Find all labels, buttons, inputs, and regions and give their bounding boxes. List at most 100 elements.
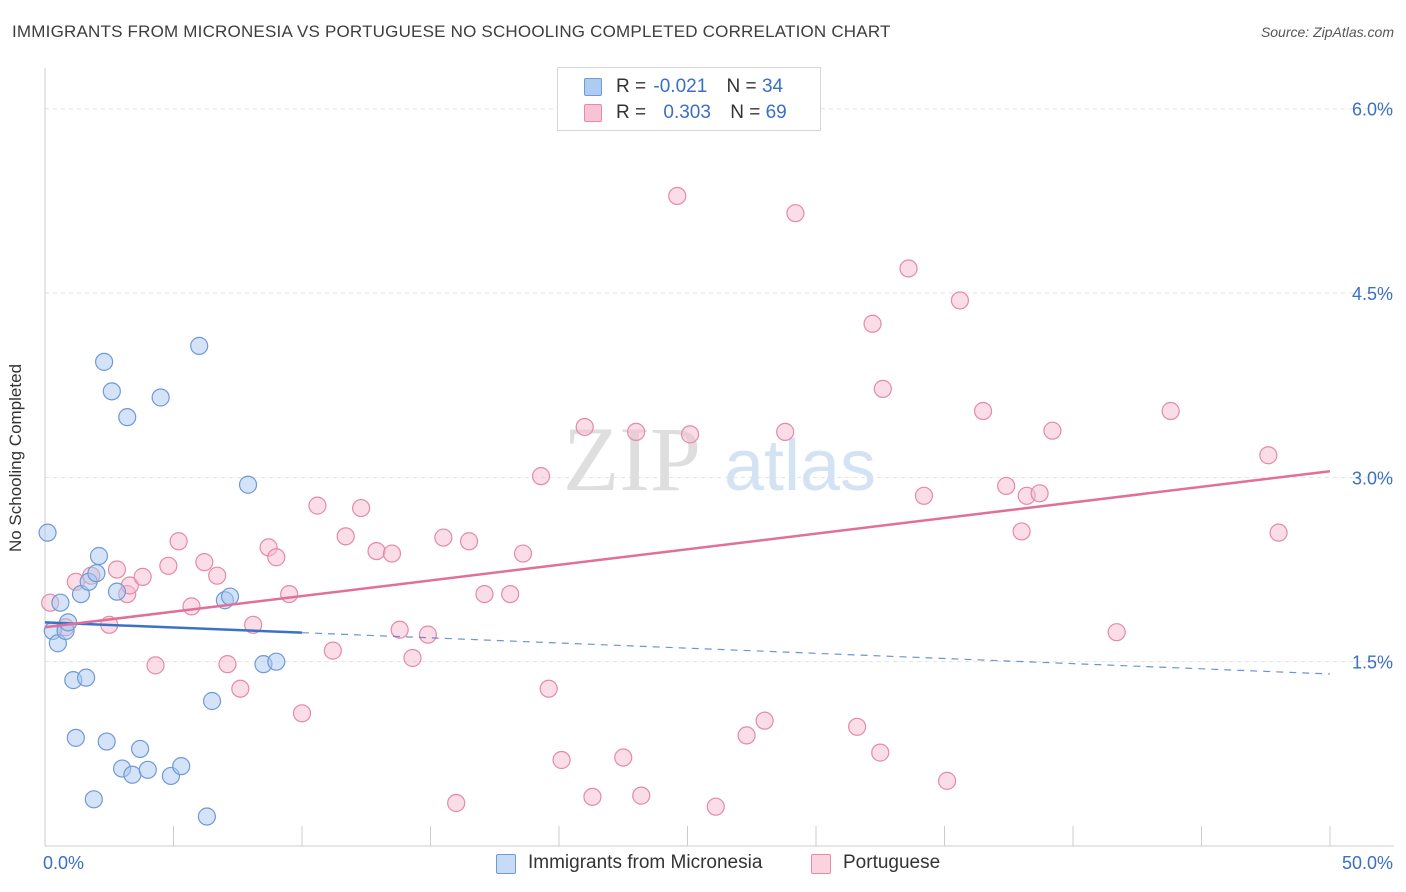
- micronesia-point: [197, 807, 217, 826]
- micronesia-point: [118, 408, 137, 427]
- portuguese-point: [107, 560, 127, 579]
- points-layer: [38, 186, 1288, 826]
- portuguese-point: [182, 597, 201, 616]
- portuguese-point: [1043, 421, 1062, 440]
- portuguese-point: [786, 204, 805, 223]
- chart-source: Source: ZipAtlas.com: [1260, 24, 1394, 40]
- portuguese-point: [501, 584, 520, 604]
- micronesia-point: [89, 546, 109, 566]
- portuguese-point: [668, 186, 687, 206]
- portuguese-point: [308, 496, 327, 515]
- micronesia-point: [238, 475, 258, 494]
- micronesia-point: [87, 564, 106, 583]
- legend-swatch-portuguese: [584, 104, 602, 122]
- micronesia-point: [138, 760, 157, 779]
- portuguese-point: [873, 379, 892, 398]
- micronesia-point: [77, 668, 96, 687]
- portuguese-point: [552, 750, 571, 770]
- bottom-legend-swatch-micronesia: [496, 854, 516, 874]
- portuguese-point: [169, 532, 188, 551]
- y-tick-label: 6.0%: [1352, 100, 1393, 120]
- micronesia-point: [267, 652, 286, 671]
- legend-n-label: N =: [730, 102, 761, 123]
- portuguese-point: [531, 467, 551, 486]
- micronesia-point: [97, 732, 116, 751]
- portuguese-point: [755, 711, 774, 730]
- micronesia-point: [38, 523, 57, 542]
- micronesia-point: [107, 582, 127, 601]
- legend-r-value: -0.021: [653, 76, 708, 97]
- micronesia-point: [51, 593, 70, 612]
- y-axis-title-text: No Schooling Completed: [6, 363, 25, 553]
- micronesia-point: [66, 728, 85, 747]
- portuguese-point: [973, 401, 993, 421]
- chart-title: IMMIGRANTS FROM MICRONESIA VS PORTUGUESE…: [12, 22, 891, 41]
- portuguese-point: [434, 528, 453, 547]
- portuguese-point: [1030, 484, 1049, 503]
- portuguese-point: [680, 425, 700, 444]
- portuguese-point: [447, 793, 466, 813]
- portuguese-point: [459, 532, 479, 551]
- y-tick-label: 3.0%: [1352, 468, 1393, 488]
- axis-layer: [44, 68, 1394, 847]
- portuguese-point: [133, 567, 152, 586]
- portuguese-point: [231, 679, 250, 698]
- portuguese-point: [1012, 522, 1031, 541]
- portuguese-point: [914, 486, 934, 505]
- legend-n-value: 34: [761, 76, 784, 97]
- micronesia-point: [123, 765, 142, 784]
- portuguese-point: [352, 498, 371, 518]
- micronesia-point: [84, 790, 103, 809]
- bottom-legend-swatch-portuguese: [811, 854, 831, 874]
- watermark-atlas: atlas: [724, 426, 876, 506]
- portuguese-point: [737, 726, 756, 745]
- portuguese-point: [159, 556, 178, 575]
- portuguese-point: [626, 422, 646, 441]
- micronesia-point: [220, 587, 240, 606]
- portuguese-point: [146, 656, 165, 675]
- portuguese-point: [583, 787, 602, 806]
- trend-layer: [44, 469, 1331, 675]
- x-tick-label: 0.0%: [43, 853, 84, 873]
- grid-layer: [45, 108, 1394, 663]
- portuguese-point: [208, 566, 227, 585]
- legend-r-value: 0.303: [663, 102, 711, 123]
- legend-r-label: R =: [616, 102, 647, 123]
- portuguese-point: [280, 584, 299, 604]
- micronesia-point: [130, 739, 150, 759]
- portuguese-point: [539, 679, 558, 698]
- micronesia-point: [202, 691, 222, 711]
- portuguese-point: [848, 717, 867, 736]
- micronesia-point: [95, 352, 114, 371]
- portuguese-point: [937, 771, 957, 790]
- legend-n-value: 69: [765, 102, 787, 123]
- portuguese-point: [195, 553, 214, 572]
- portuguese-point: [632, 786, 651, 805]
- micronesia-point: [190, 336, 209, 355]
- portuguese-point: [382, 544, 402, 563]
- portuguese-point: [614, 748, 633, 767]
- portuguese-point: [899, 259, 918, 278]
- portuguese-point: [292, 704, 312, 723]
- micronesia-trend-line-extension: [301, 632, 1331, 675]
- micronesia-point: [151, 388, 170, 407]
- portuguese-trend-line: [44, 469, 1331, 629]
- portuguese-point: [1259, 446, 1278, 465]
- portuguese-point: [575, 417, 594, 437]
- portuguese-point: [323, 641, 342, 660]
- labels-layer: 1.5% 3.0% 4.5% 6.0% 0.0% 50.0%: [43, 100, 1393, 873]
- portuguese-point: [863, 314, 882, 333]
- portuguese-point: [871, 743, 890, 762]
- micronesia-point: [102, 382, 121, 401]
- y-tick-label: 4.5%: [1352, 284, 1393, 304]
- portuguese-point: [1269, 523, 1288, 542]
- x-tick-label: 50.0%: [1342, 853, 1393, 873]
- micronesia-trend-line: [44, 621, 303, 634]
- legend: R = -0.021 N = 34 R = 0.303 N = 69: [557, 67, 821, 131]
- portuguese-point: [403, 648, 422, 668]
- y-tick-label: 1.5%: [1352, 653, 1393, 673]
- legend-n-label: N =: [726, 76, 757, 97]
- bottom-legend-label-portuguese: Portuguese: [843, 852, 941, 873]
- bottom-legend-label-micronesia: Immigrants from Micronesia: [528, 852, 763, 873]
- portuguese-point: [950, 291, 970, 310]
